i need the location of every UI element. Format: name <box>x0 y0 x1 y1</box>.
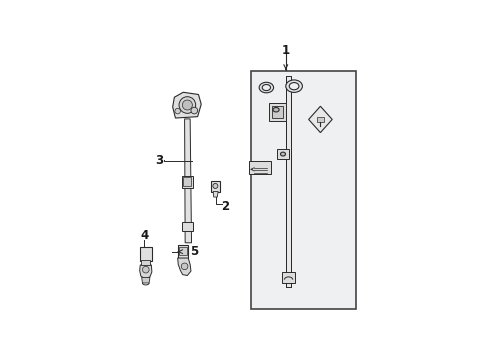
Ellipse shape <box>259 82 273 93</box>
Text: 5: 5 <box>190 245 198 258</box>
Circle shape <box>181 263 188 270</box>
Bar <box>179 247 187 255</box>
Ellipse shape <box>280 152 286 156</box>
Ellipse shape <box>286 80 302 93</box>
Ellipse shape <box>273 108 279 112</box>
Polygon shape <box>142 278 150 283</box>
Bar <box>286 76 291 287</box>
Polygon shape <box>213 192 218 197</box>
Bar <box>182 222 193 231</box>
Circle shape <box>143 266 149 273</box>
Text: 4: 4 <box>140 229 148 242</box>
Bar <box>317 117 324 122</box>
Polygon shape <box>309 106 332 132</box>
Bar <box>141 260 150 265</box>
Bar <box>178 245 188 258</box>
Polygon shape <box>185 119 192 243</box>
Text: 2: 2 <box>221 200 229 213</box>
Bar <box>182 176 193 188</box>
Bar <box>269 103 286 121</box>
Circle shape <box>191 107 197 114</box>
Bar <box>277 149 289 159</box>
Ellipse shape <box>262 85 270 91</box>
Polygon shape <box>178 258 191 275</box>
Bar <box>211 181 220 192</box>
Polygon shape <box>140 265 152 279</box>
Circle shape <box>213 184 218 188</box>
Bar <box>251 71 356 309</box>
Text: 3: 3 <box>155 154 163 167</box>
Bar <box>249 161 271 174</box>
Bar <box>282 272 295 283</box>
Bar <box>272 105 283 118</box>
Circle shape <box>175 108 180 114</box>
Circle shape <box>179 97 196 113</box>
Text: 1: 1 <box>282 45 290 58</box>
Circle shape <box>182 100 193 110</box>
Polygon shape <box>172 92 201 118</box>
Bar <box>140 247 152 261</box>
Bar <box>183 177 191 186</box>
Ellipse shape <box>289 82 299 90</box>
